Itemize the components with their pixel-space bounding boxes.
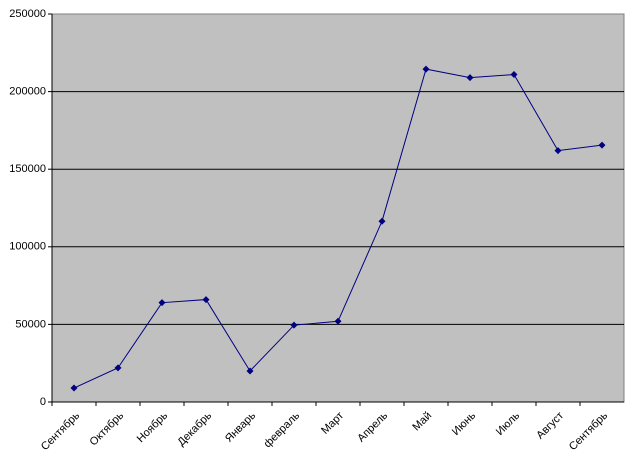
plot-area [51,13,625,403]
x-tick-label: Декабрь [175,410,214,449]
x-tick-label: Май [410,410,434,434]
marker [510,71,518,79]
y-tick-label: 50000 [15,318,46,330]
x-tick-label: февраль [262,410,303,451]
x-tick-label: Ноябрь [135,410,171,446]
x-tick-label: Январь [223,410,258,445]
marker [158,299,166,307]
marker [290,321,298,329]
marker [114,364,122,372]
y-tick-label: 0 [40,396,46,408]
x-tick-label: Сентябрь [567,410,611,454]
marker [422,65,430,73]
marker [246,367,254,375]
x-tick-label: Сентябрь [39,410,83,454]
marker [598,141,606,149]
y-tick-label: 100000 [9,241,46,253]
x-tick-label: Март [319,410,346,437]
y-tick-label: 150000 [9,163,46,175]
x-tick-label: Июль [494,410,523,439]
marker [554,147,562,155]
x-tick-label: Апрель [355,410,390,445]
marker [202,296,210,304]
marker [378,217,386,225]
x-tick-label: Октябрь [88,410,127,449]
marker [466,74,474,82]
marker [334,317,342,325]
y-tick-label: 250000 [9,8,46,20]
marker [70,384,78,392]
x-tick-label: Июнь [450,410,478,438]
y-tick-label: 200000 [9,86,46,98]
x-tick-label: Август [534,410,566,442]
